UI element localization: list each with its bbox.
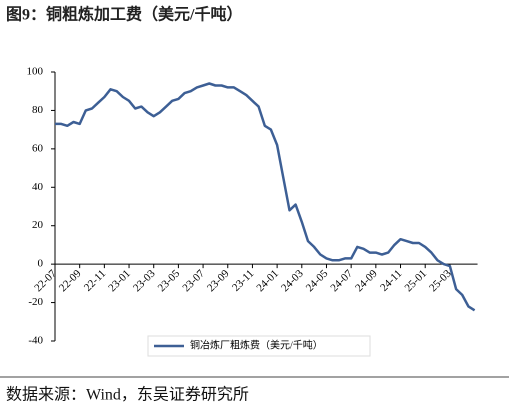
x-tick-label: 24-07 bbox=[328, 267, 355, 294]
legend-label: 铜冶炼厂粗炼费（美元/千吨） bbox=[190, 338, 323, 351]
x-tick-label: 23-07 bbox=[180, 267, 207, 294]
x-tick-label: 23-05 bbox=[156, 267, 183, 294]
y-tick-label: 40 bbox=[32, 181, 44, 193]
x-tick-label: 24-05 bbox=[304, 267, 331, 294]
x-tick-label: 25-01 bbox=[402, 268, 429, 295]
chart-title: 图9：铜粗炼加工费（美元/千吨） bbox=[6, 5, 242, 24]
x-tick-label: 23-03 bbox=[131, 267, 158, 294]
x-tick-label: 23-11 bbox=[230, 268, 256, 294]
x-tick-label: 23-01 bbox=[106, 268, 133, 295]
y-tick-label: 0 bbox=[38, 258, 44, 270]
x-tick-label: 22-09 bbox=[57, 267, 84, 294]
y-tick-label: 100 bbox=[27, 66, 44, 78]
x-tick-label: 24-09 bbox=[353, 267, 380, 294]
x-tick-label: 23-09 bbox=[205, 267, 232, 294]
legend-box bbox=[147, 335, 371, 357]
x-tick-label: 24-11 bbox=[378, 268, 404, 294]
x-tick-label: 22-11 bbox=[82, 268, 108, 294]
y-tick-label: -20 bbox=[28, 296, 43, 308]
y-tick-label: -40 bbox=[28, 335, 43, 347]
y-tick-label: 80 bbox=[32, 104, 44, 116]
x-tick-label: 24-01 bbox=[254, 268, 281, 295]
x-tick-label: 24-03 bbox=[279, 267, 306, 294]
y-tick-label: 20 bbox=[32, 219, 44, 231]
series-line bbox=[55, 82, 476, 312]
y-tick-label: 60 bbox=[32, 142, 44, 154]
source: 数据来源：Wind，东吴证券研究所 bbox=[6, 386, 249, 404]
